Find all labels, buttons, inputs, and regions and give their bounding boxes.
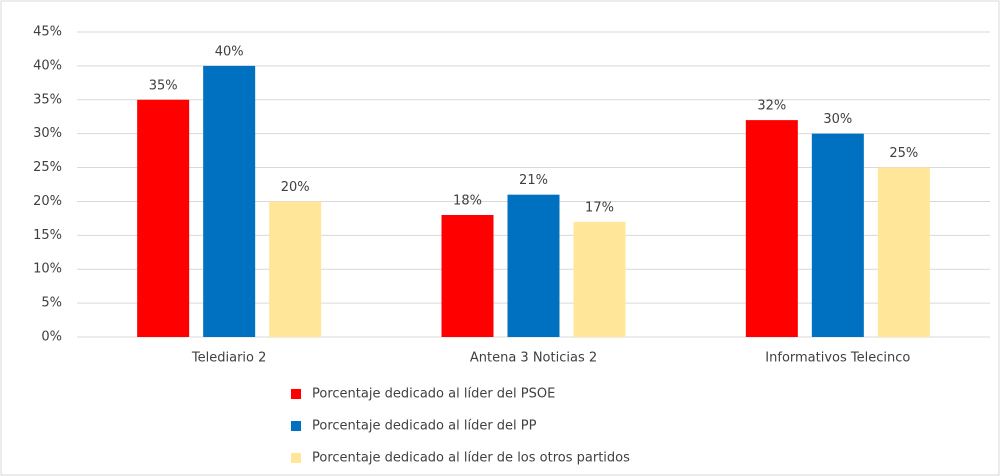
data-label: 32% — [757, 99, 786, 114]
bar — [507, 194, 560, 337]
y-tick-label: 15% — [33, 228, 62, 243]
data-label: 40% — [215, 44, 244, 59]
y-tick-label: 45% — [33, 25, 62, 40]
data-label: 20% — [281, 180, 310, 195]
x-tick-label: Informativos Telecinco — [765, 351, 910, 366]
data-label: 30% — [823, 112, 852, 127]
data-label: 35% — [149, 78, 178, 93]
data-label: 17% — [585, 200, 614, 215]
bar — [203, 65, 256, 337]
y-tick-label: 5% — [41, 296, 62, 311]
legend-swatch — [291, 389, 301, 399]
y-tick-label: 30% — [33, 126, 62, 141]
y-tick-label: 40% — [33, 58, 62, 73]
data-label: 25% — [889, 146, 918, 161]
bar — [811, 133, 864, 337]
x-tick-label: Telediario 2 — [191, 351, 266, 366]
legend-label: Porcentaje dedicado al líder del PP — [312, 419, 537, 434]
legend-swatch — [291, 453, 301, 463]
legend-label: Porcentaje dedicado al líder de los otro… — [312, 451, 630, 466]
y-tick-label: 35% — [33, 92, 62, 107]
x-tick-label: Antena 3 Noticias 2 — [470, 351, 597, 366]
bar — [269, 201, 322, 337]
y-tick-label: 0% — [41, 330, 62, 345]
data-label: 21% — [519, 173, 548, 188]
y-tick-label: 10% — [33, 262, 62, 277]
legend-label: Porcentaje dedicado al líder del PSOE — [312, 387, 555, 402]
bar — [573, 221, 626, 337]
bar — [745, 120, 798, 337]
bar — [877, 167, 930, 337]
legend-swatch — [291, 421, 301, 431]
bar — [137, 99, 190, 338]
data-label: 18% — [453, 194, 482, 209]
y-tick-label: 25% — [33, 160, 62, 175]
y-tick-label: 20% — [33, 194, 62, 209]
bar — [441, 215, 494, 337]
